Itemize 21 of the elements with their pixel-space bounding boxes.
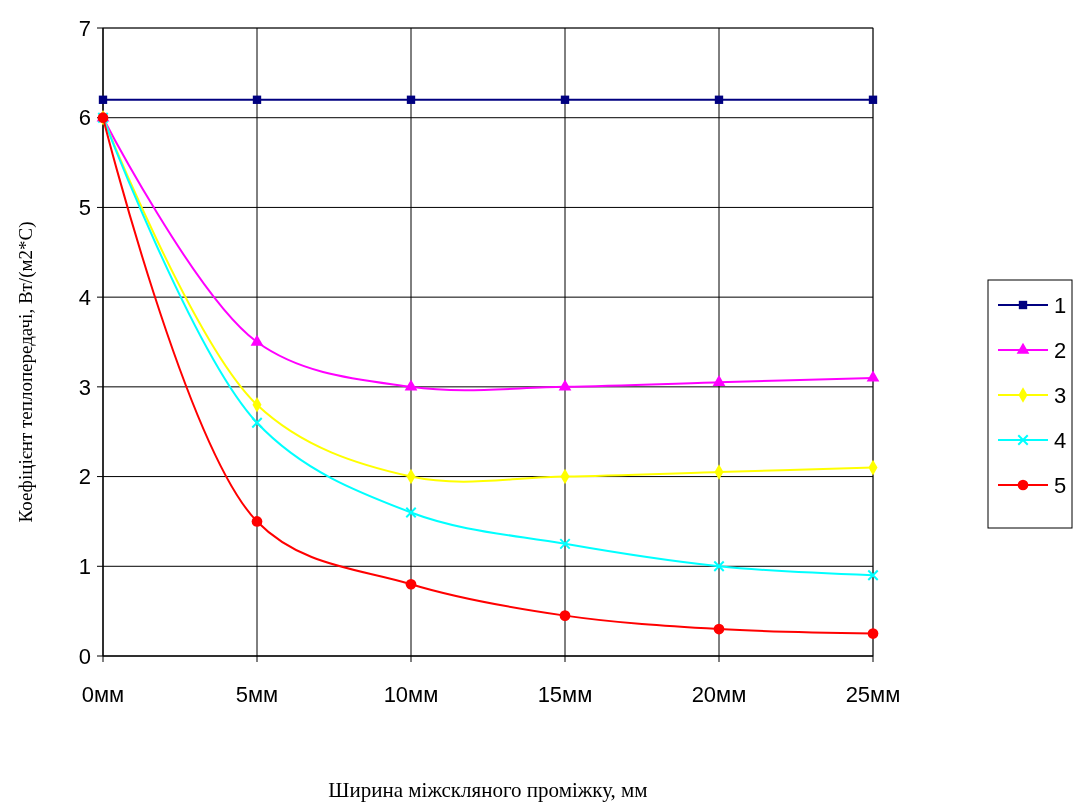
y-axis-title: Коефіцієнт теплопередачі, Вт/(м2*С): [15, 221, 37, 523]
x-tick-label: 15мм: [537, 682, 593, 707]
y-tick-label: 7: [78, 15, 91, 41]
legend-label: 3: [1054, 382, 1067, 408]
x-tick-label: 10мм: [383, 682, 439, 707]
legend-label: 1: [1054, 292, 1067, 318]
y-tick-label: 2: [78, 464, 91, 490]
y-tick-label: 1: [78, 553, 91, 579]
x-axis-title: Ширина міжскляного проміжку, мм: [328, 778, 648, 802]
y-tick-label: 0: [78, 643, 91, 669]
x-tick-label: 20мм: [691, 682, 747, 707]
y-tick-label: 5: [78, 195, 91, 221]
x-tick-label: 25мм: [845, 682, 901, 707]
x-tick-label: 5мм: [235, 682, 279, 707]
y-tick-label: 3: [78, 374, 91, 400]
legend-label: 4: [1054, 427, 1067, 453]
x-tick-label: 0мм: [81, 682, 125, 707]
y-tick-label: 6: [78, 105, 91, 131]
y-tick-label: 4: [78, 284, 91, 310]
legend-label: 2: [1054, 337, 1067, 363]
legend-label: 5: [1054, 472, 1067, 498]
